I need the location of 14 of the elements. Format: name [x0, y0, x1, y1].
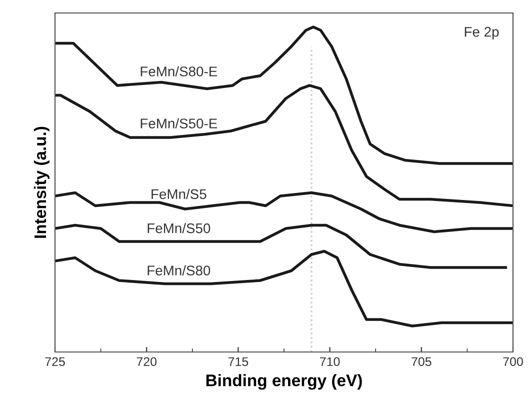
series-label: FeMn/S50	[148, 222, 210, 234]
series-label: FeMn/S5	[152, 188, 206, 200]
x-tick-label: 725	[45, 357, 65, 366]
x-tick-label: 710	[320, 357, 340, 366]
annotation: Fe 2p	[464, 26, 499, 40]
series-label: FeMn/S50-E	[140, 118, 218, 128]
series-label: FeMn/S80	[148, 265, 210, 276]
x-tick-label: 720	[136, 357, 157, 366]
x-axis-title: Binding energy (eV)	[206, 374, 362, 390]
x-tick-label: 700	[503, 357, 523, 366]
x-tick-label: 715	[228, 357, 248, 366]
x-tick-label: 705	[412, 357, 432, 366]
y-axis-title: Intensity (a.u.)	[34, 126, 50, 238]
series-label: FeMn/S80-E	[140, 66, 218, 76]
